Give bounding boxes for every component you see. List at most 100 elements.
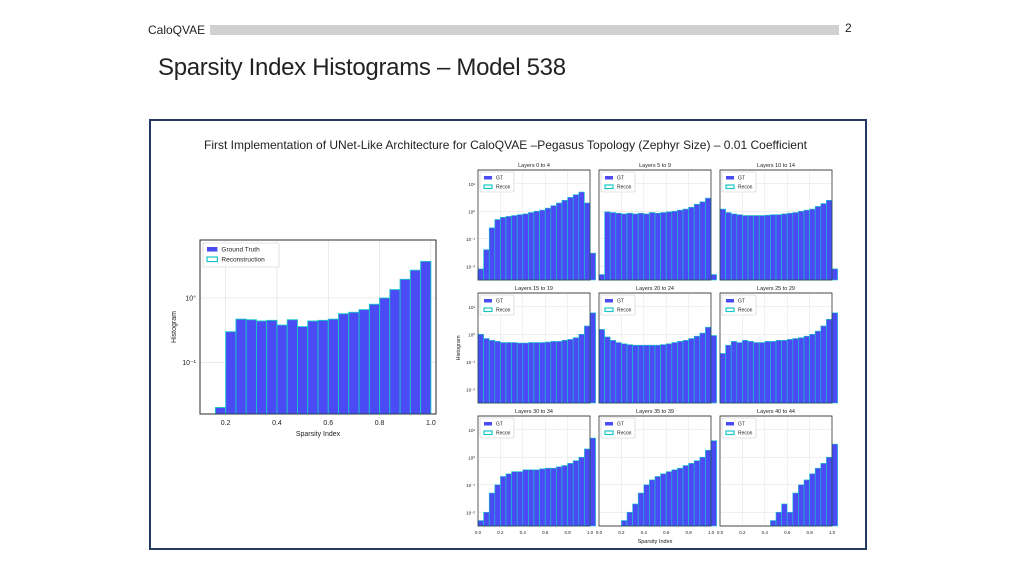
subplot-y-tick-label: 10⁰: [468, 332, 475, 337]
subplot-histogram-bar: [578, 333, 585, 404]
subplot-histogram-bar: [609, 340, 617, 404]
subplot-histogram-bar: [556, 202, 563, 281]
subplot-histogram-bar: [693, 203, 701, 281]
main-histogram-bar: [317, 319, 329, 415]
main-histogram-bar: [358, 309, 370, 415]
main-y-axis-label: Histogram: [171, 311, 178, 343]
subplot-title: Layers 10 to 14: [757, 163, 795, 169]
subplot-x-tick-label: 1.0: [708, 530, 715, 535]
subplot-histogram-bar: [792, 492, 799, 527]
subplot-histogram-bar: [770, 341, 777, 404]
subplot-histogram-bar: [770, 214, 777, 281]
figure-caption: First Implementation of UNet-Like Archit…: [204, 138, 807, 152]
header-divider-bar: [210, 25, 839, 35]
subplot-x-tick-label: 0.4: [762, 530, 769, 535]
subplot-histogram-bar: [604, 336, 611, 404]
legend-label: GT: [738, 422, 745, 428]
subplot-histogram-bar: [649, 479, 656, 527]
subplot-histogram-bar: [477, 268, 484, 281]
subplot-histogram-bar: [781, 213, 788, 281]
subplot-histogram-bar: [820, 203, 827, 281]
subplot-histogram-bar: [753, 342, 760, 404]
main-histogram-bar: [297, 326, 309, 415]
subplot-y-tick-label: 10⁰: [468, 209, 475, 214]
subplot-histogram-bar: [660, 473, 667, 527]
subplot-title: Layers 30 to 34: [515, 409, 553, 415]
subplot-histogram-bar: [528, 212, 535, 281]
subplot-histogram-bar: [578, 456, 585, 527]
subplot-histogram-bar: [710, 335, 717, 404]
subplot-histogram-bar: [500, 476, 507, 527]
subplot-histogram-bar: [505, 216, 512, 281]
subplot-histogram-bar: [654, 344, 661, 404]
subplot-border: [719, 415, 833, 527]
subplot-histogram-bar: [589, 312, 596, 404]
legend-label: GT: [496, 299, 503, 305]
subplot-histogram-bar: [699, 201, 706, 281]
subplot-histogram-bar: [615, 342, 622, 404]
legend-swatch-gt: [726, 299, 734, 303]
subplot-histogram-bar: [477, 333, 484, 404]
main-x-tick-label: 0.2: [221, 420, 231, 427]
subplot-histogram-bar: [671, 210, 678, 281]
subplot-x-tick-label: 1.0: [587, 530, 594, 535]
subplot-histogram-bar: [561, 200, 568, 281]
main-histogram-bar: [255, 320, 268, 415]
subplot-y-tick-label: 10⁰: [468, 455, 475, 460]
legend-swatch-gt: [605, 299, 613, 303]
subplot-histogram-bar: [621, 520, 628, 527]
subplot-histogram-bar: [688, 206, 695, 281]
legend-swatch-gt: [484, 176, 492, 180]
subplot-histogram-bar: [626, 511, 633, 527]
subplot-histogram-bar: [505, 342, 512, 404]
subplot-histogram-bar: [539, 468, 546, 527]
subplot-histogram-bar: [609, 212, 617, 281]
legend-label: GT: [496, 422, 503, 428]
subplot-histogram-bar: [483, 511, 490, 527]
main-plot-border: [199, 239, 437, 415]
subplot-title: Layers 0 to 4: [518, 163, 550, 169]
legend-swatch-gt: [726, 422, 734, 426]
subplot-histogram-bar: [786, 339, 794, 404]
subplot-histogram-bar: [809, 473, 816, 527]
subplot-histogram-bar: [770, 520, 777, 527]
legend-label: Recon: [496, 431, 511, 437]
subplot-y-tick-label: 10⁻¹: [466, 483, 475, 488]
subplot-x-tick-label: 0.0: [717, 530, 724, 535]
subplot-histogram-bar: [550, 467, 557, 527]
subplot-histogram-bar: [688, 463, 695, 527]
subplot-histogram-bar: [665, 211, 673, 281]
subplot-histogram-bar: [775, 214, 782, 281]
header-brand: CaloQVAE: [148, 23, 206, 37]
subplot-histogram-bar: [632, 344, 639, 404]
subplot-x-tick-label: 0.2: [739, 530, 746, 535]
subplot-title: Layers 5 to 9: [639, 163, 671, 169]
subplot-histogram-bar: [598, 329, 605, 404]
legend-label: Recon: [738, 185, 753, 191]
subplot-histogram-bar: [505, 473, 512, 527]
main-x-axis-label: Sparsity Index: [296, 431, 341, 438]
subplot-x-tick-label: 0.4: [641, 530, 648, 535]
subplot-histogram-bar: [660, 344, 667, 404]
subplot-histogram-bar: [621, 343, 628, 404]
subplot-histogram-bar: [719, 208, 726, 281]
legend-label: GT: [496, 176, 503, 182]
main-histogram-bar: [348, 311, 360, 415]
subplot-title: Layers 40 to 44: [757, 409, 795, 415]
subplot-histogram-bar: [671, 469, 678, 527]
main-histogram-bar: [327, 318, 339, 415]
legend-label: Recon: [738, 431, 753, 437]
subplot-histogram-bar: [567, 197, 574, 281]
subplot-histogram-bar: [665, 471, 673, 527]
subplot-histogram-bar: [677, 341, 684, 404]
legend-swatch-recon: [483, 307, 493, 313]
subplot-histogram-bar: [522, 469, 529, 527]
main-histogram-bar: [245, 319, 257, 415]
subplot-histogram-bar: [693, 335, 701, 404]
subplot-histogram-bar: [494, 484, 501, 527]
main-histogram-bar: [368, 303, 381, 415]
legend-label: GT: [617, 422, 624, 428]
subplot-histogram-bar: [725, 212, 732, 281]
subplot-histogram-bar: [803, 335, 810, 404]
